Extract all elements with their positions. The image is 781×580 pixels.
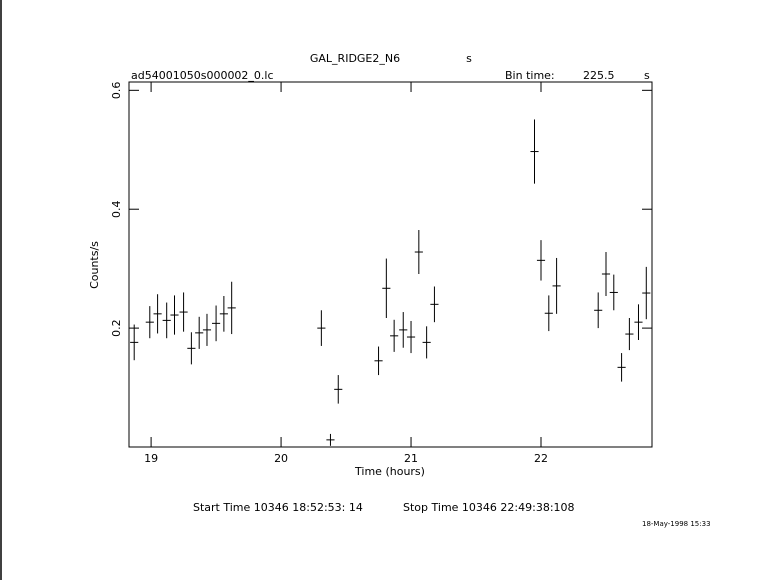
bin-time: 225.5: [583, 69, 615, 82]
y-tick-label: 0.6: [110, 82, 123, 100]
chart-title: GAL_RIDGE2_N6: [310, 52, 400, 65]
stop-time: Stop Time 10346 22:49:38:108: [403, 501, 575, 514]
timestamp: 18-May-1998 15:33: [642, 520, 711, 528]
start-time: Start Time 10346 18:52:53: 14: [193, 501, 363, 514]
x-tick-label: 21: [404, 452, 418, 465]
y-axis-label: Counts/s: [88, 241, 101, 289]
x-tick-label: 22: [534, 452, 548, 465]
plot-frame: [128, 81, 653, 448]
x-tick-label: 19: [144, 452, 158, 465]
y-tick-label: 0.2: [110, 319, 123, 337]
bin-time-unit: s: [644, 69, 650, 82]
y-tick-label: 0.4: [110, 200, 123, 218]
bin-time-label: Bin time:: [505, 69, 555, 82]
file-name: ad54001050s000002_0.lc: [131, 69, 274, 82]
x-axis-label: Time (hours): [354, 465, 425, 478]
x-tick-label: 20: [274, 452, 288, 465]
title-unit: s: [466, 52, 472, 65]
